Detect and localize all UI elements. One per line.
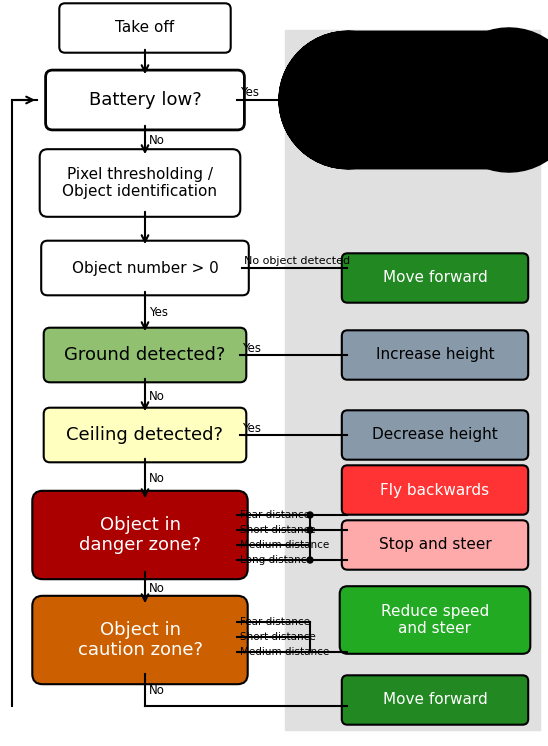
Text: Actions: Actions (387, 43, 443, 58)
Text: Object in
danger zone?: Object in danger zone? (79, 515, 201, 554)
Text: Fear distance: Fear distance (240, 617, 310, 627)
Text: Short distance: Short distance (240, 525, 316, 535)
FancyBboxPatch shape (342, 330, 528, 380)
Text: Short distance: Short distance (240, 632, 316, 642)
Text: Increase height: Increase height (376, 348, 494, 363)
FancyBboxPatch shape (342, 675, 528, 724)
Text: Long distance: Long distance (240, 555, 313, 565)
FancyBboxPatch shape (44, 327, 246, 382)
FancyBboxPatch shape (41, 241, 249, 295)
Text: Take off: Take off (116, 20, 175, 36)
Text: Decrease height: Decrease height (372, 427, 498, 442)
FancyBboxPatch shape (340, 586, 530, 653)
Text: Move forward: Move forward (383, 271, 487, 286)
Text: Fly backwards: Fly backwards (380, 483, 489, 498)
Text: Reduce speed
and steer: Reduce speed and steer (381, 604, 489, 636)
Text: Pixel thresholding /
Object identification: Pixel thresholding / Object identificati… (62, 167, 218, 199)
Text: Ground detected?: Ground detected? (64, 346, 226, 364)
Text: Yes: Yes (149, 306, 168, 319)
FancyBboxPatch shape (39, 149, 241, 217)
Text: Stop and steer: Stop and steer (379, 538, 492, 553)
FancyBboxPatch shape (342, 520, 528, 570)
FancyBboxPatch shape (59, 3, 231, 53)
FancyBboxPatch shape (45, 70, 244, 130)
Text: No object detected: No object detected (244, 256, 350, 266)
Text: Object number > 0: Object number > 0 (72, 260, 218, 275)
Text: Ceiling detected?: Ceiling detected? (66, 426, 224, 444)
Text: No: No (149, 134, 165, 146)
FancyBboxPatch shape (32, 596, 248, 684)
FancyBboxPatch shape (342, 75, 528, 125)
Text: Medium distance: Medium distance (240, 647, 329, 657)
Text: No: No (149, 683, 165, 697)
Text: Yes: Yes (242, 342, 261, 354)
Text: Move forward: Move forward (383, 692, 487, 707)
Text: No: No (149, 581, 165, 595)
FancyBboxPatch shape (44, 408, 246, 463)
FancyBboxPatch shape (342, 466, 528, 515)
Circle shape (307, 557, 313, 563)
Circle shape (307, 512, 313, 518)
Text: Battery low?: Battery low? (89, 91, 201, 109)
FancyBboxPatch shape (285, 30, 540, 730)
Text: Yes: Yes (242, 421, 261, 434)
Text: Yes: Yes (240, 87, 259, 99)
Text: Medium distance: Medium distance (240, 540, 329, 550)
Circle shape (307, 527, 313, 533)
Text: Object in
caution zone?: Object in caution zone? (77, 621, 203, 659)
Text: Fear distance: Fear distance (240, 510, 310, 520)
Text: No: No (149, 389, 165, 403)
Text: Land: Land (416, 93, 454, 107)
FancyBboxPatch shape (342, 410, 528, 460)
FancyBboxPatch shape (32, 491, 248, 579)
FancyBboxPatch shape (342, 254, 528, 303)
Text: No: No (149, 472, 165, 486)
